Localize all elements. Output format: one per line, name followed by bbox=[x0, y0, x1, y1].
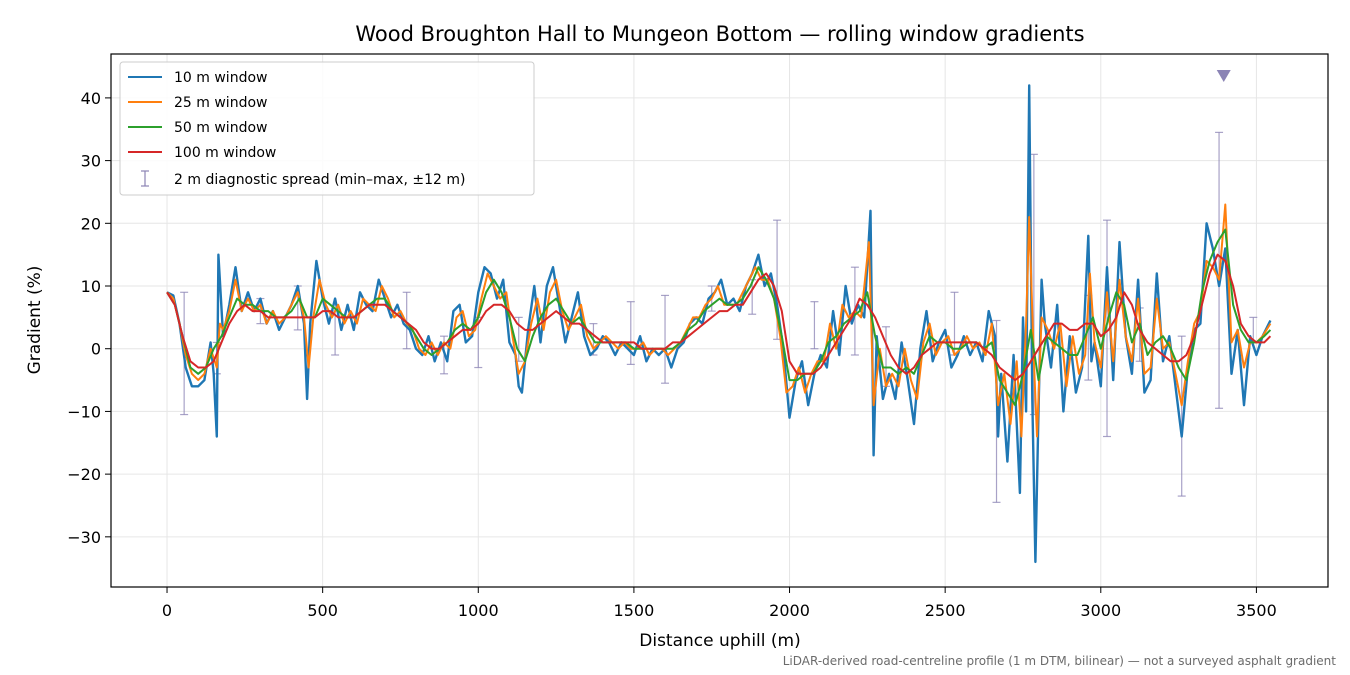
y-tick-label: −30 bbox=[67, 528, 101, 547]
y-tick-label: −10 bbox=[67, 402, 101, 421]
y-axis-label: Gradient (%) bbox=[25, 266, 45, 375]
y-tick-label: −20 bbox=[67, 465, 101, 484]
series-lines bbox=[166, 84, 1272, 564]
x-tick-label: 3500 bbox=[1236, 601, 1277, 620]
x-tick-label: 1500 bbox=[614, 601, 655, 620]
legend-label-spread: 2 m diagnostic spread (min–max, ±12 m) bbox=[174, 172, 465, 188]
x-tick-label: 2000 bbox=[769, 601, 810, 620]
chart-title: Wood Broughton Hall to Mungeon Bottom — … bbox=[355, 22, 1084, 46]
x-tick-label: 1000 bbox=[458, 601, 499, 620]
legend-label-10m: 10 m window bbox=[174, 70, 267, 86]
legend-swatch-spread bbox=[141, 170, 149, 187]
y-ticks: −30 −20 −10 0 10 20 30 40 bbox=[67, 89, 111, 547]
legend-label-25m: 25 m window bbox=[174, 95, 267, 111]
x-axis-label: Distance uphill (m) bbox=[639, 631, 800, 651]
series-line bbox=[166, 203, 1272, 438]
legend: 10 m window 25 m window 50 m window 100 … bbox=[119, 61, 535, 196]
footnote: LiDAR-derived road-centreline profile (1… bbox=[783, 654, 1337, 668]
legend-label-100m: 100 m window bbox=[174, 145, 276, 161]
x-tick-label: 500 bbox=[307, 601, 338, 620]
x-tick-label: 2500 bbox=[925, 601, 966, 620]
y-tick-label: 30 bbox=[81, 152, 101, 171]
y-tick-label: 10 bbox=[81, 277, 101, 296]
series-line bbox=[166, 253, 1272, 382]
y-tick-label: 20 bbox=[81, 214, 101, 233]
legend-box bbox=[119, 61, 535, 196]
plot-frame bbox=[110, 53, 1329, 588]
clipped-marker bbox=[1216, 69, 1231, 82]
y-tick-label: 0 bbox=[91, 340, 101, 359]
x-ticks: 0 500 1000 1500 2000 2500 3000 3500 bbox=[162, 587, 1277, 620]
x-tick-label: 3000 bbox=[1080, 601, 1121, 620]
grid bbox=[111, 54, 1328, 587]
x-tick-label: 0 bbox=[162, 601, 172, 620]
y-tick-label: 40 bbox=[81, 89, 101, 108]
legend-label-50m: 50 m window bbox=[174, 120, 267, 136]
